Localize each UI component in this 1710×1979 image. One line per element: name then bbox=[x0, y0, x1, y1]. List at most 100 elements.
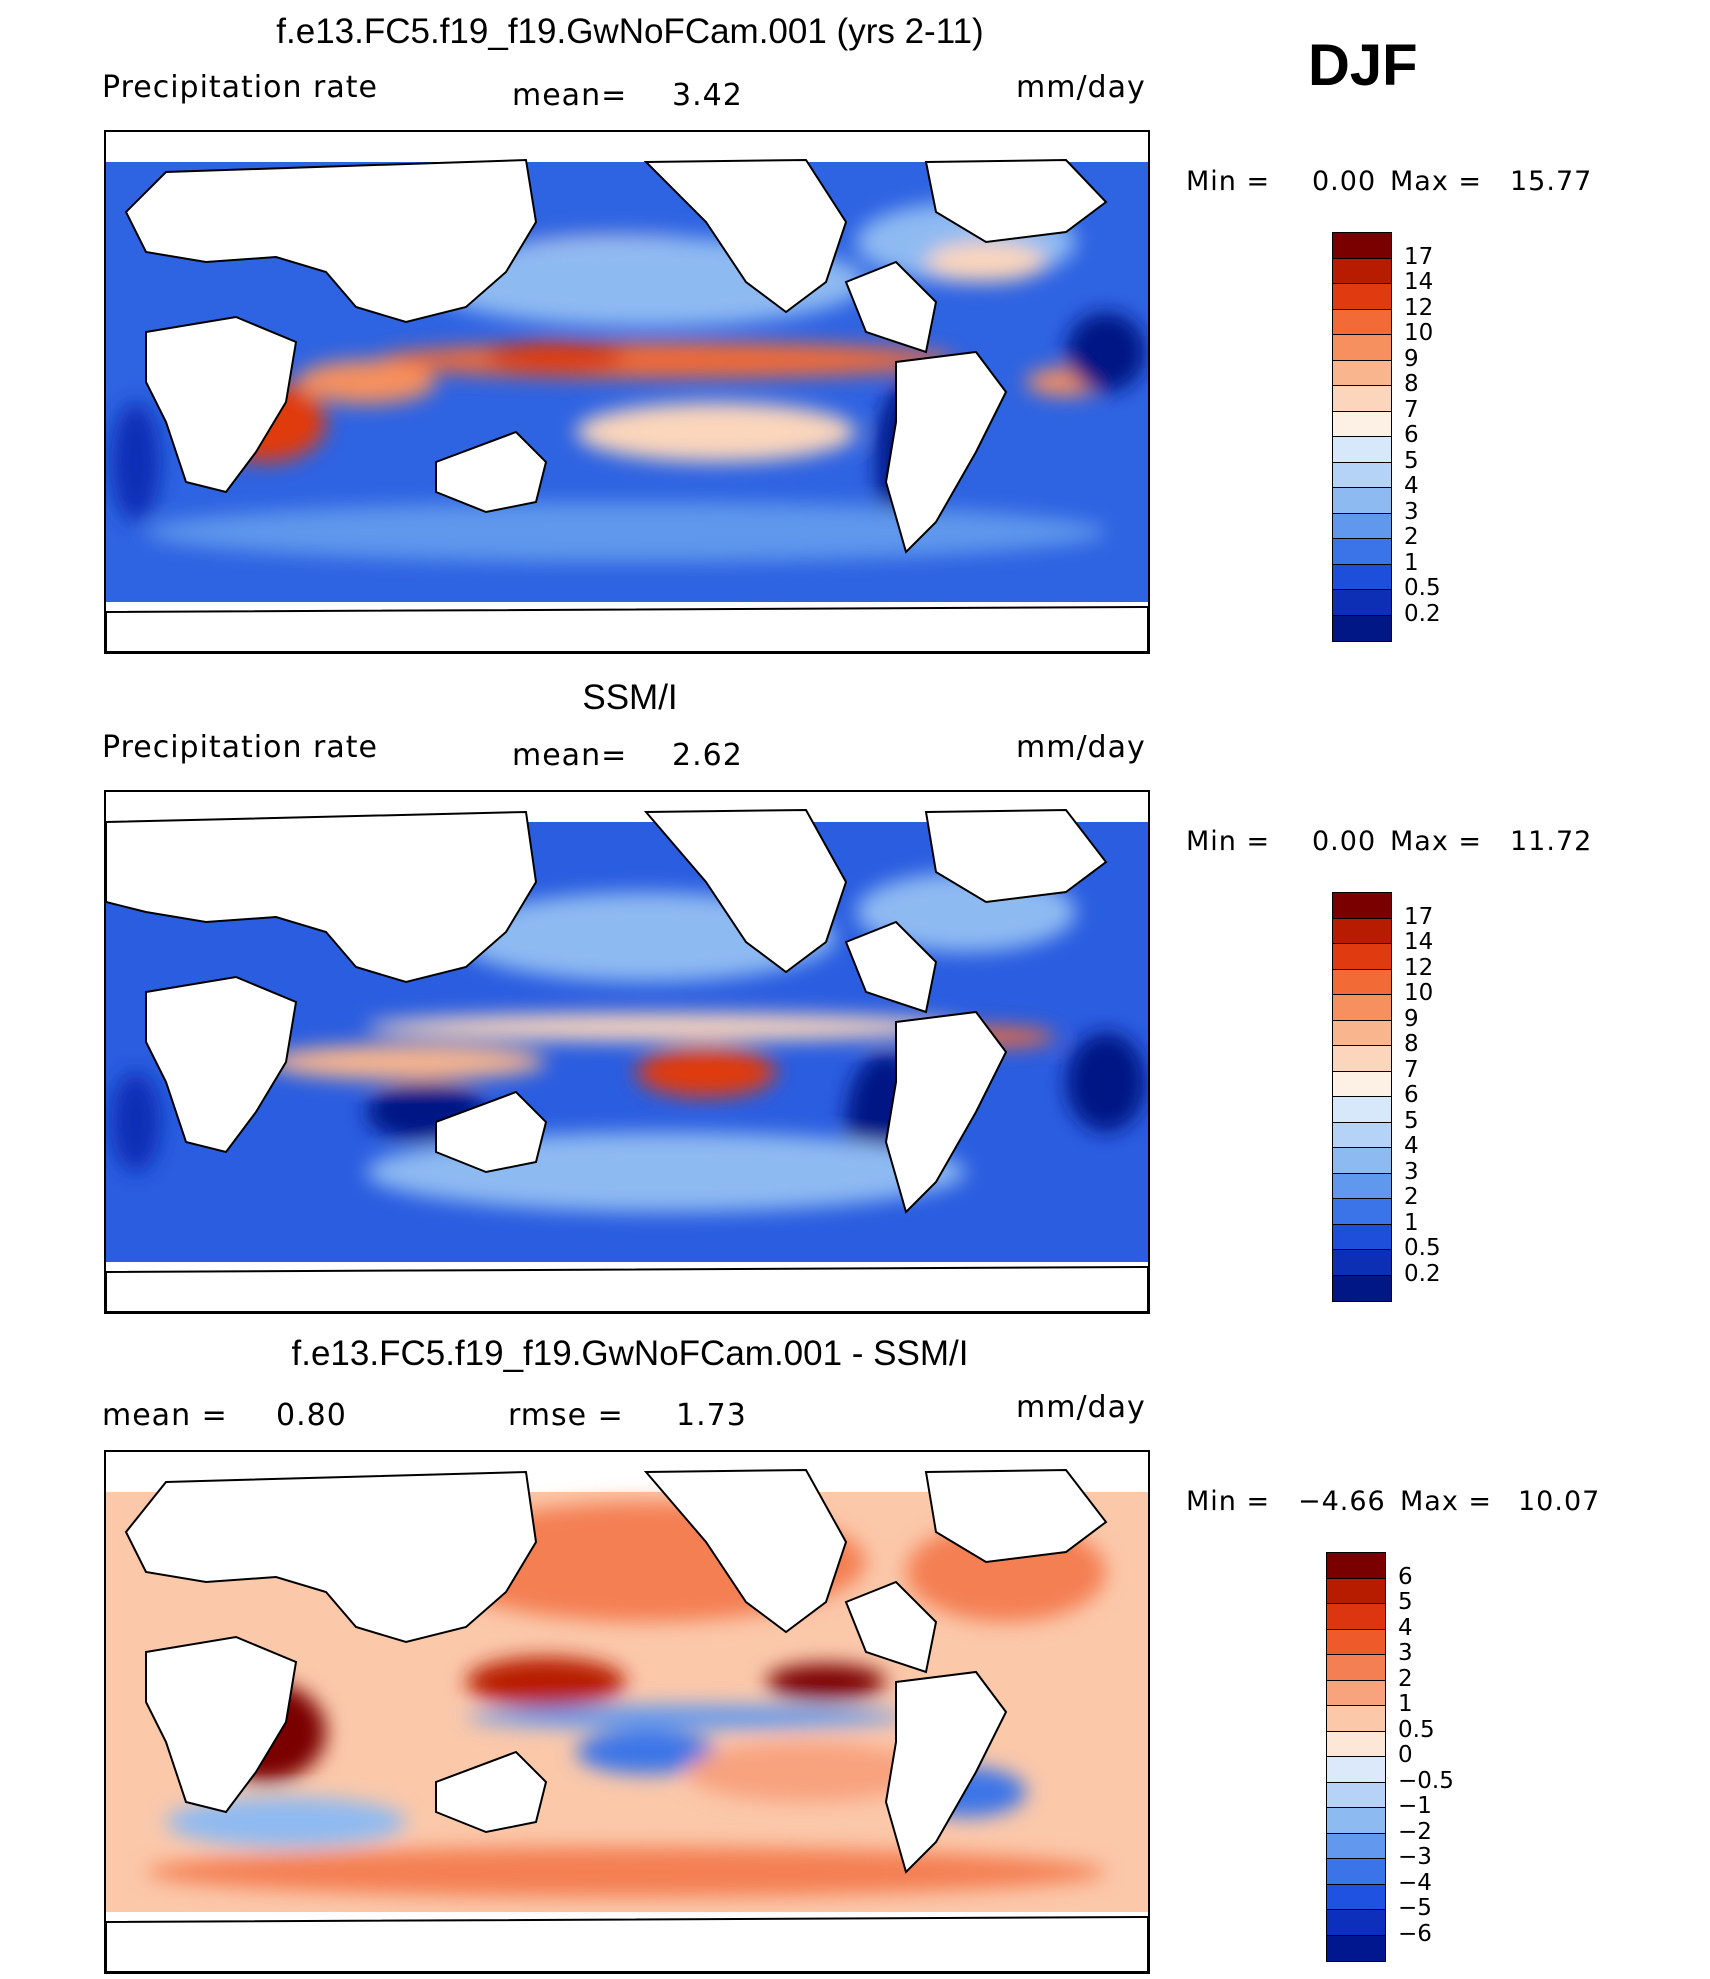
panel-obs-max-label: Max = bbox=[1390, 826, 1483, 857]
colorbar-tick-label: 2 bbox=[1398, 1665, 1413, 1692]
panel-model-field bbox=[106, 158, 1148, 652]
panel-diff-map bbox=[104, 1450, 1150, 1974]
colorbar-tick-label: 0.5 bbox=[1398, 1716, 1435, 1743]
panel-diff-mean-label: mean = bbox=[102, 1398, 228, 1433]
colorbar-tick-label: −3 bbox=[1398, 1844, 1432, 1870]
colorbar-segment bbox=[1333, 411, 1391, 437]
panel-obs-min-value: 0.00 bbox=[1312, 826, 1377, 857]
colorbar-segment bbox=[1327, 1680, 1385, 1706]
panel-model-mean-value: 3.42 bbox=[672, 78, 743, 113]
colorbar-tick-label: 5 bbox=[1404, 447, 1419, 474]
colorbar-tick-label: 5 bbox=[1404, 1107, 1419, 1134]
colorbar-segment bbox=[1327, 1706, 1385, 1732]
colorbar-segment bbox=[1333, 1250, 1391, 1276]
colorbar-segment bbox=[1327, 1884, 1385, 1910]
colorbar-tick-label: 12 bbox=[1404, 954, 1434, 981]
colorbar-tick-label: −0.5 bbox=[1398, 1767, 1454, 1794]
colorbar-segment bbox=[1333, 918, 1391, 944]
colorbar-segment bbox=[1333, 1020, 1391, 1046]
colorbar-tick-label: 3 bbox=[1404, 498, 1419, 525]
colorbar-segment bbox=[1333, 284, 1391, 310]
colorbar-segment bbox=[1333, 590, 1391, 616]
panel-model-min-label: Min = bbox=[1186, 166, 1271, 197]
colorbar-segment bbox=[1333, 386, 1391, 412]
panel-diff-colorbar bbox=[1326, 1552, 1386, 1962]
panel-obs-mean-value: 2.62 bbox=[672, 738, 743, 773]
colorbar-segment bbox=[1333, 1071, 1391, 1097]
colorbar-tick-label: 8 bbox=[1404, 1031, 1419, 1057]
panel-diff-min-label: Min = bbox=[1186, 1486, 1271, 1517]
colorbar-segment bbox=[1327, 1604, 1385, 1630]
colorbar-tick-label: 0.5 bbox=[1404, 575, 1441, 601]
panel-obs-variable-label: Precipitation rate bbox=[102, 730, 378, 765]
panel-obs-min-label: Min = bbox=[1186, 826, 1271, 857]
panel-obs-title: SSM/I bbox=[582, 678, 678, 717]
colorbar-segment bbox=[1333, 233, 1391, 259]
colorbar-tick-label: −1 bbox=[1398, 1793, 1432, 1819]
colorbar-tick-label: 1 bbox=[1404, 549, 1419, 576]
panel-diff-mean-value: 0.80 bbox=[276, 1398, 347, 1433]
colorbar-tick-label: 4 bbox=[1404, 1133, 1419, 1159]
panel-diff-rmse-label: rmse = bbox=[508, 1398, 624, 1433]
colorbar-tick-label: 0.5 bbox=[1404, 1235, 1441, 1261]
land-outlines bbox=[106, 1468, 1148, 1972]
colorbar-tick-label: 9 bbox=[1404, 345, 1419, 372]
panel-diff-max-value: 10.07 bbox=[1518, 1486, 1601, 1517]
panel-model-min-value: 0.00 bbox=[1312, 166, 1377, 197]
colorbar-tick-label: 4 bbox=[1404, 473, 1419, 499]
colorbar-tick-label: 3 bbox=[1404, 1158, 1419, 1185]
colorbar-tick-label: 10 bbox=[1404, 980, 1434, 1006]
colorbar-tick-label: 6 bbox=[1398, 1563, 1413, 1590]
panel-model-map bbox=[104, 130, 1150, 654]
colorbar-segment bbox=[1327, 1731, 1385, 1757]
colorbar-segment bbox=[1333, 1199, 1391, 1225]
colorbar-tick-label: 2 bbox=[1404, 524, 1419, 550]
colorbar-segment bbox=[1327, 1757, 1385, 1783]
colorbar-segment bbox=[1333, 1173, 1391, 1199]
colorbar-segment bbox=[1333, 437, 1391, 463]
colorbar-segment bbox=[1333, 893, 1391, 919]
panel-diff-max-label: Max = bbox=[1400, 1486, 1493, 1517]
colorbar-segment bbox=[1333, 1148, 1391, 1174]
colorbar-segment bbox=[1333, 995, 1391, 1021]
panel-obs-map bbox=[104, 790, 1150, 1314]
panel-diff-rmse-value: 1.73 bbox=[676, 1398, 747, 1433]
panel-model-units: mm/day bbox=[1016, 70, 1146, 105]
colorbar-segment bbox=[1333, 513, 1391, 539]
colorbar-segment bbox=[1333, 1046, 1391, 1072]
colorbar-segment bbox=[1333, 309, 1391, 335]
panel-obs-field bbox=[106, 808, 1148, 1312]
colorbar-tick-label: 3 bbox=[1398, 1640, 1413, 1666]
colorbar-segment bbox=[1333, 1122, 1391, 1148]
land-outlines bbox=[106, 158, 1148, 652]
colorbar-tick-label: 0.2 bbox=[1404, 600, 1441, 627]
panel-diff-min-value: −4.66 bbox=[1298, 1486, 1386, 1517]
colorbar-segment bbox=[1333, 1097, 1391, 1123]
colorbar-tick-label: −5 bbox=[1398, 1895, 1432, 1921]
colorbar-tick-label: 0 bbox=[1398, 1742, 1413, 1768]
colorbar-segment bbox=[1333, 539, 1391, 565]
panel-diff-title: f.e13.FC5.f19_f19.GwNoFCam.001 - SSM/I bbox=[291, 1334, 969, 1373]
colorbar-tick-label: 17 bbox=[1404, 903, 1434, 930]
colorbar-tick-label: 7 bbox=[1404, 396, 1419, 423]
colorbar-segment bbox=[1327, 1629, 1385, 1655]
colorbar-tick-label: 4 bbox=[1398, 1614, 1413, 1641]
colorbar-tick-label: 10 bbox=[1404, 320, 1434, 346]
colorbar-tick-label: 2 bbox=[1404, 1184, 1419, 1210]
colorbar-tick-label: 0.2 bbox=[1404, 1260, 1441, 1287]
colorbar-segment bbox=[1327, 1910, 1385, 1936]
colorbar-segment bbox=[1327, 1859, 1385, 1885]
colorbar-segment bbox=[1333, 335, 1391, 361]
colorbar-segment bbox=[1333, 615, 1391, 641]
colorbar-tick-label: −4 bbox=[1398, 1869, 1432, 1896]
colorbar-segment bbox=[1333, 1224, 1391, 1250]
colorbar-segment bbox=[1333, 258, 1391, 284]
colorbar-tick-label: −6 bbox=[1398, 1920, 1432, 1947]
colorbar-tick-label: 14 bbox=[1404, 269, 1434, 295]
colorbar-segment bbox=[1333, 969, 1391, 995]
colorbar-tick-label: 17 bbox=[1404, 243, 1434, 270]
panel-model-title: f.e13.FC5.f19_f19.GwNoFCam.001 (yrs 2-11… bbox=[276, 12, 984, 51]
colorbar-tick-label: −2 bbox=[1398, 1818, 1432, 1845]
colorbar-tick-label: 7 bbox=[1404, 1056, 1419, 1083]
colorbar-tick-label: 6 bbox=[1404, 422, 1419, 448]
